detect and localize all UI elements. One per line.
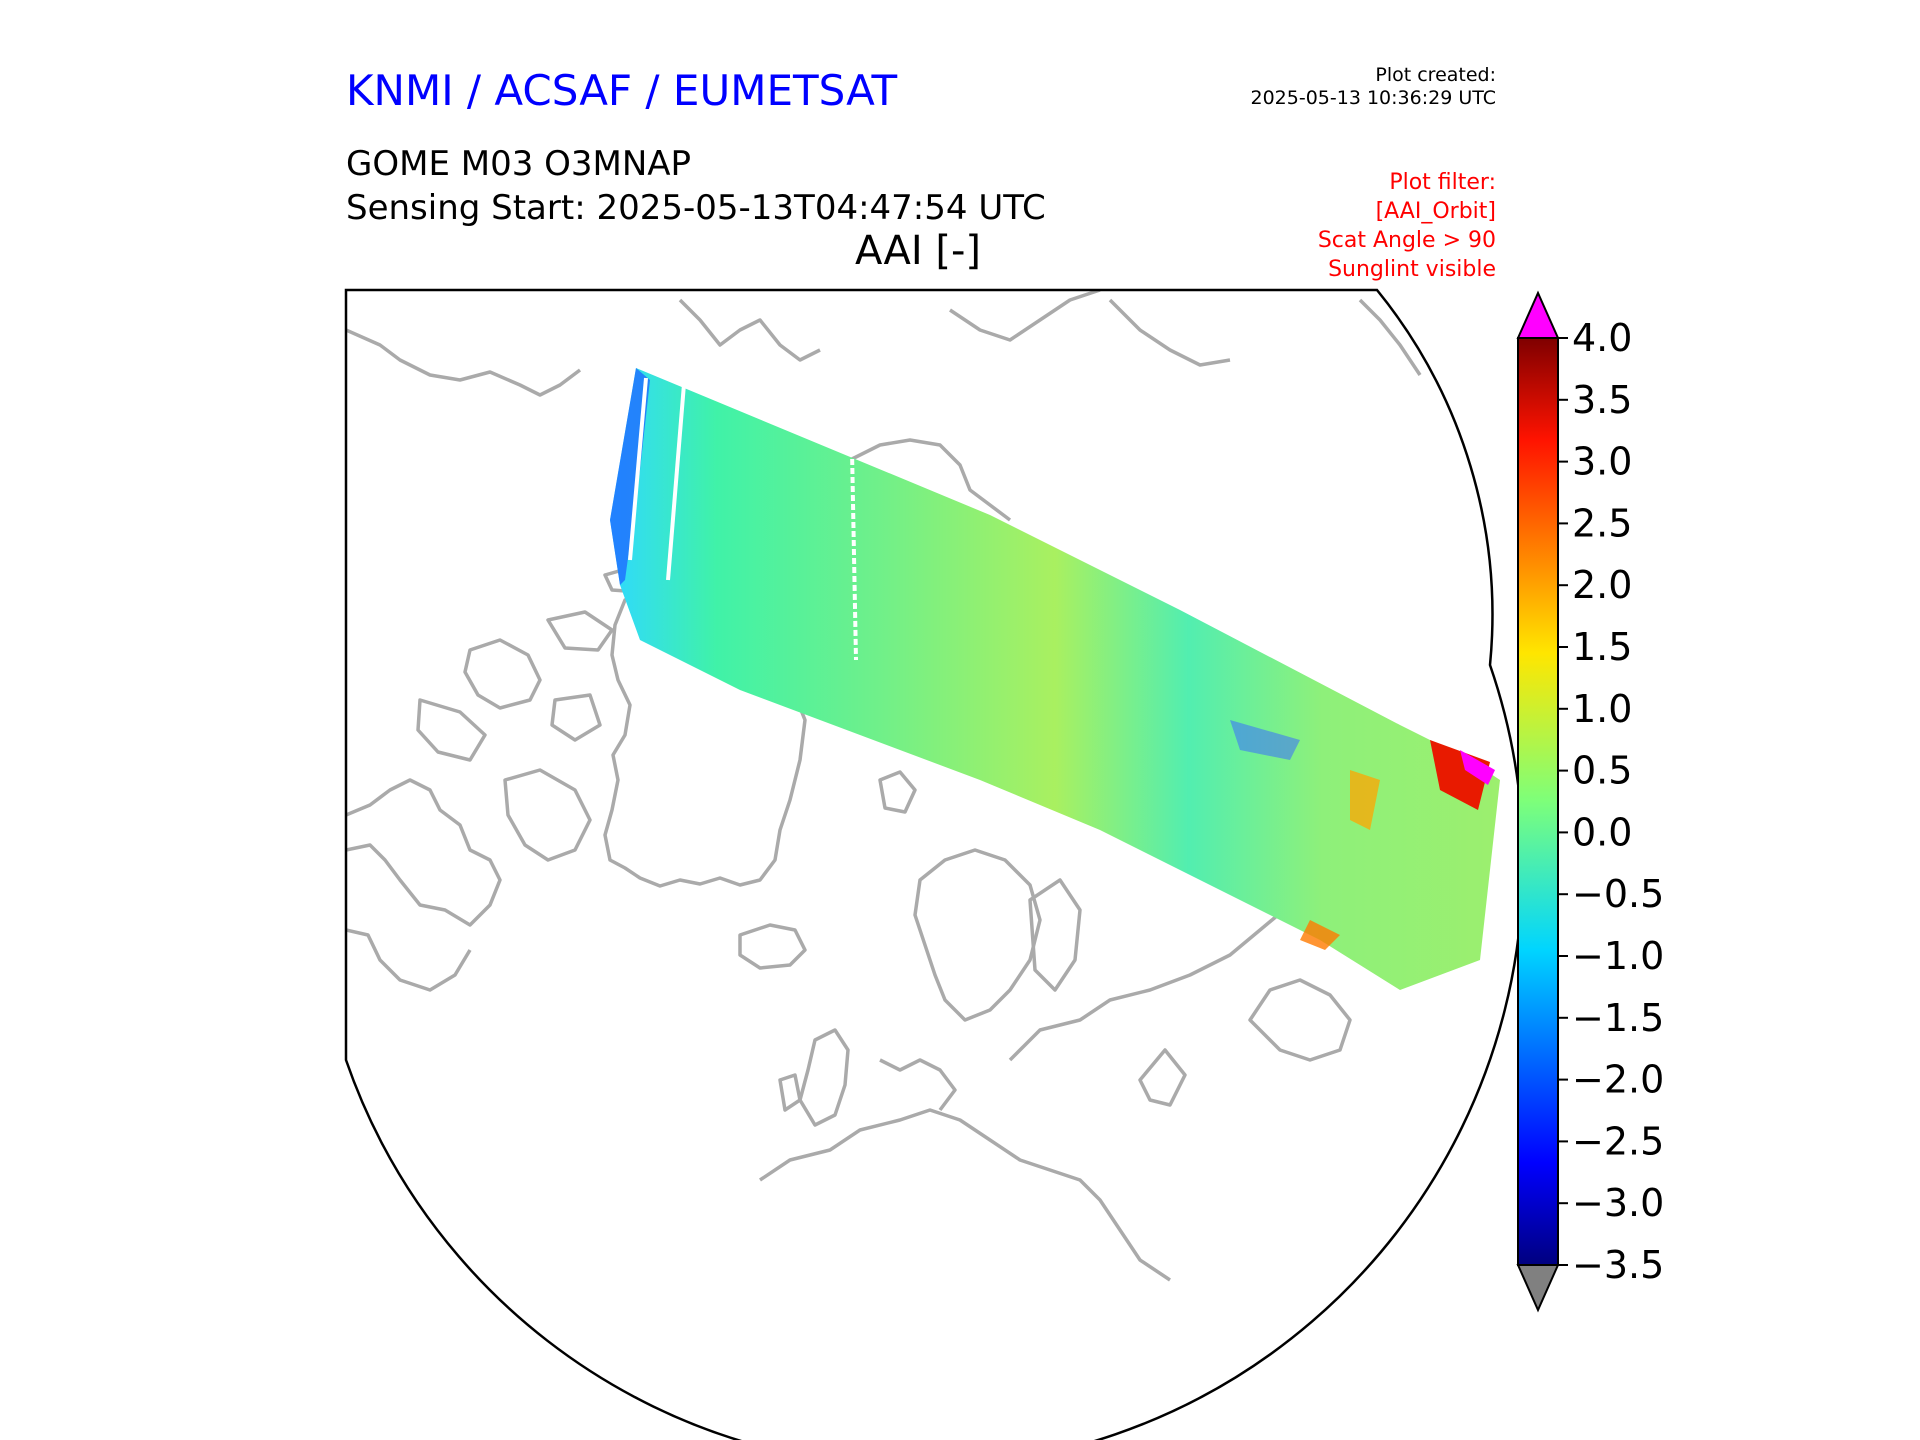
colorbar-tick-label: 4.0 bbox=[1572, 316, 1632, 360]
swath-negative-aai-patch bbox=[1230, 720, 1300, 760]
plot-filter: Plot filter: [AAI_Orbit] Scat Angle > 90… bbox=[1318, 168, 1496, 284]
alaska-coastline bbox=[346, 328, 582, 397]
alaska-coastline bbox=[678, 298, 821, 362]
colorbar-tick-label: −0.5 bbox=[1572, 872, 1664, 916]
swath-gap bbox=[850, 449, 858, 661]
chukotka-coastline bbox=[1108, 298, 1231, 367]
colorbar-tick-label: −3.5 bbox=[1572, 1243, 1664, 1287]
colorbar-tick-label: 3.5 bbox=[1572, 378, 1632, 422]
novaya-zemlya-coastline bbox=[1138, 1048, 1187, 1107]
organisation-title: KNMI / ACSAF / EUMETSAT bbox=[346, 66, 898, 115]
plot-created-label: Plot created: bbox=[1375, 64, 1496, 86]
swath-low-aai-edge bbox=[610, 368, 650, 585]
colorbar-tick-label: −1.5 bbox=[1572, 996, 1664, 1040]
swath-gap bbox=[628, 377, 648, 561]
swath-gap bbox=[666, 383, 686, 581]
plot-filter-line: Scat Angle > 90 bbox=[1317, 228, 1496, 253]
satellite-swath bbox=[610, 368, 1500, 990]
colorbar-tick-label: 2.0 bbox=[1572, 563, 1632, 607]
chukotka-coastline bbox=[949, 290, 1101, 342]
colorbar-tick-label: 1.0 bbox=[1572, 687, 1632, 731]
colorbar-tick-label: 0.0 bbox=[1572, 810, 1632, 854]
swath-very-high-aai-patch bbox=[1460, 750, 1495, 785]
colorbar-tick-label: −2.5 bbox=[1572, 1119, 1664, 1163]
colorbar-over-triangle bbox=[1516, 290, 1560, 339]
iceland-coastline bbox=[738, 923, 807, 970]
plot-filter-line: Sunglint visible bbox=[1328, 257, 1496, 282]
swath-elevated-aai-patch bbox=[1350, 770, 1380, 830]
colorbar: 4.0 3.5 3.0 2.5 2.0 1.5 1.0 0.5 0.0 −0.5 −1.0 −1.5 −… bbox=[1516, 290, 1664, 1313]
plot-filter-line: [AAI_Orbit] bbox=[1375, 199, 1496, 224]
north-america-coastline bbox=[346, 928, 472, 992]
svalbard-coastline bbox=[878, 770, 917, 814]
plot-created-info: Plot created: 2025-05-13 10:36:29 UTC bbox=[1251, 64, 1497, 110]
alaska-coastline bbox=[849, 438, 1012, 522]
europe-coastline bbox=[759, 1108, 1171, 1282]
colorbar-tick-label: −2.0 bbox=[1572, 1058, 1664, 1102]
colorbar-tick-label: −3.0 bbox=[1572, 1181, 1664, 1225]
plot-filter-label: Plot filter: bbox=[1389, 170, 1496, 195]
swath-elevated-aai-patch bbox=[1300, 920, 1340, 950]
colorbar-tick-label: 1.5 bbox=[1572, 625, 1632, 669]
colorbar-body bbox=[1517, 337, 1559, 1266]
arctic-island-coastline bbox=[546, 610, 614, 652]
scandinavia-coastline bbox=[913, 848, 1042, 1022]
colorbar-tick-label: 3.0 bbox=[1572, 440, 1632, 484]
colorbar-tick-label: 0.5 bbox=[1572, 749, 1632, 793]
arctic-island-coastline bbox=[416, 698, 487, 762]
colorbar-under-triangle bbox=[1516, 1264, 1560, 1313]
colorbar-tick-label: −1.0 bbox=[1572, 934, 1664, 978]
map-title: AAI [-] bbox=[855, 228, 981, 274]
britain-coastline bbox=[798, 1028, 850, 1127]
arctic-island-coastline bbox=[463, 638, 542, 710]
ireland-coastline bbox=[778, 1073, 802, 1112]
colorbar-tick-label: 2.5 bbox=[1572, 501, 1632, 545]
chukotka-coastline bbox=[1358, 298, 1422, 376]
baffin-coastline bbox=[503, 768, 592, 862]
aai-swath bbox=[610, 368, 1500, 990]
colorbar-ticks: 4.0 3.5 3.0 2.5 2.0 1.5 1.0 0.5 0.0 −0.5 −1.0 −1.5 −… bbox=[1558, 316, 1664, 1287]
product-title: GOME M03 O3MNAP bbox=[346, 144, 692, 184]
plot-created-time: 2025-05-13 10:36:29 UTC bbox=[1250, 87, 1497, 109]
sensing-start: Sensing Start: 2025-05-13T04:47:54 UTC bbox=[346, 188, 1046, 228]
north-america-coastline bbox=[346, 778, 502, 927]
map-frame bbox=[344, 288, 1525, 1440]
europe-coastline bbox=[879, 1058, 957, 1112]
asia-coastline bbox=[1248, 978, 1352, 1062]
swath-high-aai-patch bbox=[1430, 740, 1490, 810]
finland-coastline bbox=[1028, 878, 1082, 992]
arctic-island-coastline bbox=[550, 693, 602, 742]
map-area bbox=[346, 290, 1500, 1282]
